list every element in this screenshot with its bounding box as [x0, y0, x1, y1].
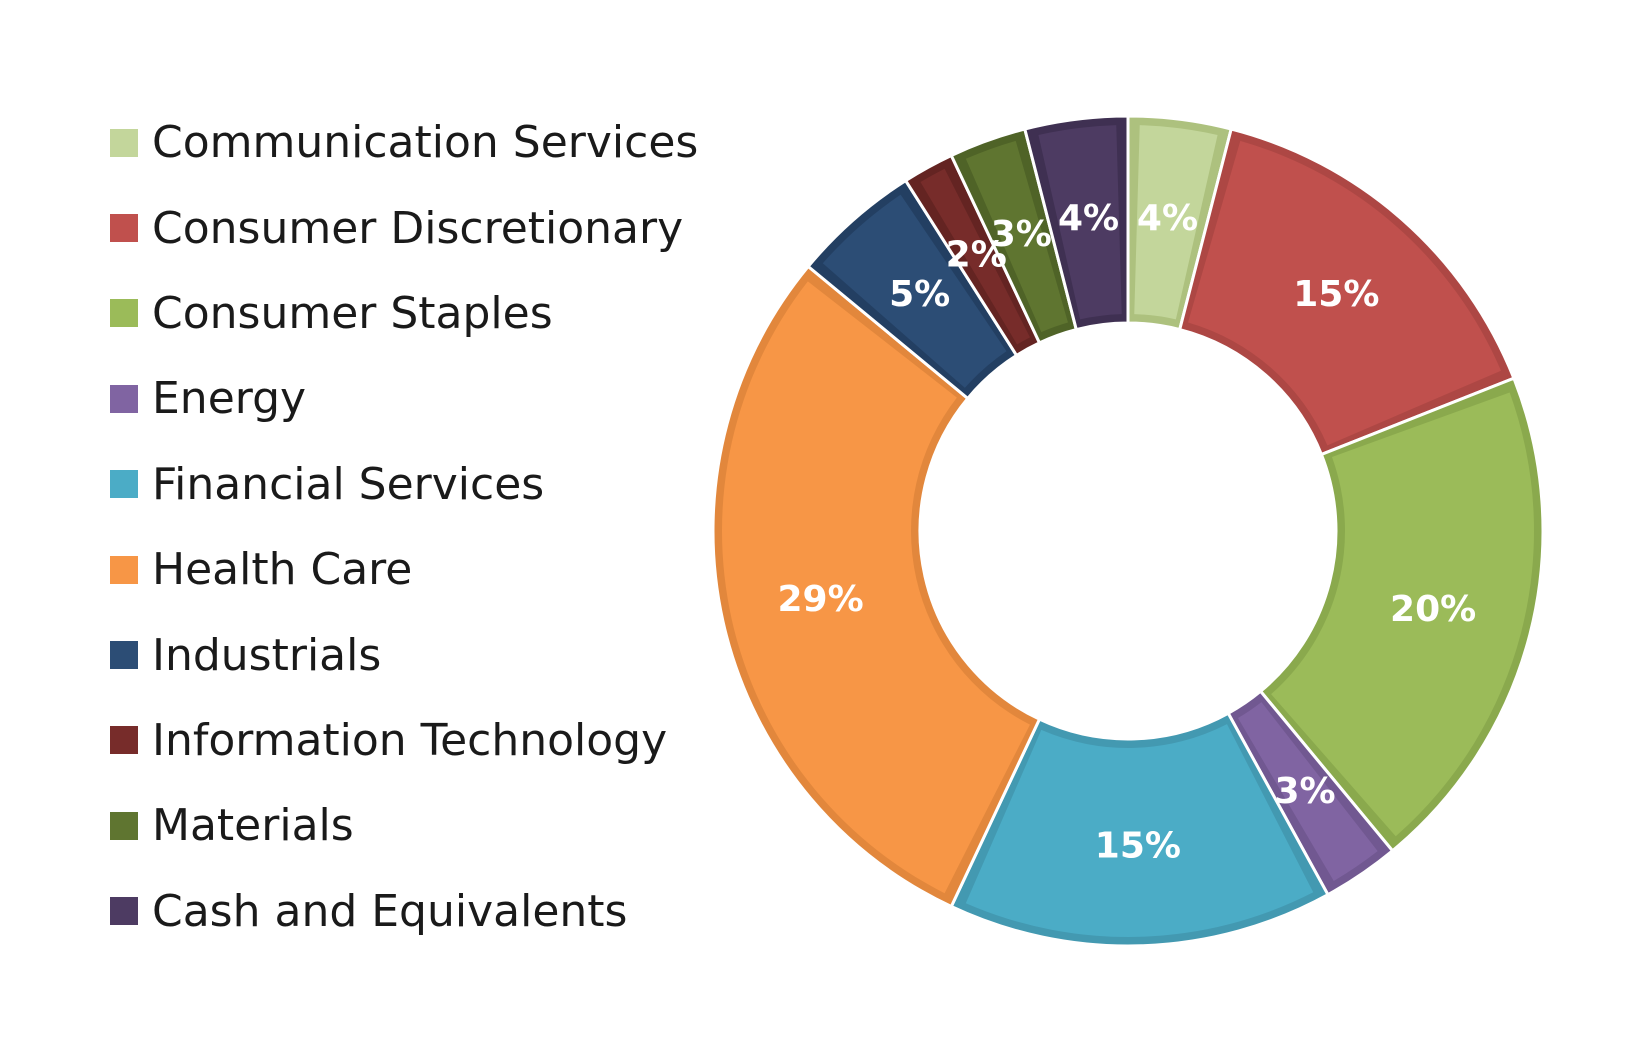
donut-slice-fill [1038, 125, 1122, 320]
donut-slice-fill [1271, 392, 1534, 837]
legend-swatch [110, 384, 138, 413]
donut-slice-fill [822, 194, 1007, 388]
legend-label: Cash and Equivalents [152, 885, 628, 937]
legend-item: Energy [110, 356, 710, 441]
data-label: 3% [991, 214, 1052, 255]
data-label: 29% [778, 579, 864, 620]
legend-swatch [110, 555, 138, 584]
donut-slice-fill [1237, 702, 1378, 881]
legend-item: Financial Services [110, 442, 710, 527]
legend-swatch [110, 470, 138, 499]
legend-item: Industrials [110, 612, 710, 697]
legend-item: Cash and Equivalents [110, 869, 710, 954]
legend-item: Consumer Discretionary [110, 185, 710, 270]
data-label: 15% [1293, 274, 1379, 315]
legend-swatch [110, 726, 138, 755]
donut-slice-fill [965, 724, 1314, 938]
data-label: 2% [946, 234, 1007, 275]
legend-item: Consumer Staples [110, 271, 710, 356]
legend-swatch [110, 811, 138, 840]
legend-label: Materials [152, 800, 354, 852]
legend-label: Health Care [152, 544, 413, 596]
data-label: 4% [1058, 198, 1119, 239]
legend-label: Consumer Staples [152, 287, 553, 339]
legend-item: Materials [110, 783, 710, 868]
legend-swatch [110, 897, 138, 926]
donut-slice-fill [920, 168, 1030, 345]
donut-slice-fill [1188, 140, 1502, 446]
chart-legend: Communication Services Consumer Discretio… [110, 100, 710, 954]
legend-label: Financial Services [152, 458, 545, 510]
legend-swatch [110, 128, 138, 157]
donut-slice-fill [1134, 125, 1218, 320]
legend-label: Industrials [152, 629, 382, 681]
legend-item: Health Care [110, 527, 710, 612]
legend-swatch [110, 299, 138, 328]
data-label: 3% [1274, 771, 1335, 812]
data-label: 5% [889, 274, 950, 315]
data-label: 20% [1390, 589, 1476, 630]
legend-swatch [110, 214, 138, 243]
legend-swatch [110, 641, 138, 670]
data-label: 4% [1137, 198, 1198, 239]
donut-slice-fill [722, 281, 1030, 894]
legend-item: Information Technology [110, 698, 710, 783]
legend-item: Communication Services [110, 100, 710, 185]
legend-label: Communication Services [152, 117, 699, 169]
donut-slice-fill [965, 140, 1068, 333]
legend-label: Energy [152, 373, 307, 425]
legend-label: Information Technology [152, 714, 668, 766]
legend-label: Consumer Discretionary [152, 202, 684, 254]
data-label: 15% [1095, 825, 1181, 866]
